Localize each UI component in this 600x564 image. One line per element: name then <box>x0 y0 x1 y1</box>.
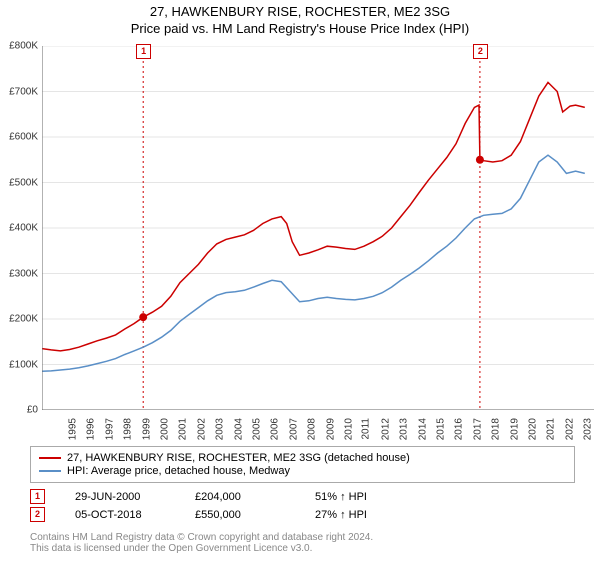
page-title-address: 27, HAWKENBURY RISE, ROCHESTER, ME2 3SG <box>0 4 600 19</box>
legend-text: HPI: Average price, detached house, Medw… <box>67 465 290 477</box>
y-axis-label: £600K <box>9 132 38 143</box>
x-axis-label: 1997 <box>104 418 115 440</box>
x-axis-label: 2011 <box>361 418 372 440</box>
footer-line1: Contains HM Land Registry data © Crown c… <box>30 532 373 543</box>
transaction-diff: 27% ↑ HPI <box>315 509 405 521</box>
legend-row: HPI: Average price, detached house, Medw… <box>39 465 566 477</box>
footer-attribution: Contains HM Land Registry data © Crown c… <box>30 532 373 554</box>
x-axis-label: 2018 <box>490 418 501 440</box>
transaction-marker: 2 <box>30 507 45 522</box>
x-axis-label: 2019 <box>509 418 520 440</box>
transaction-row: 2 05-OCT-2018 £550,000 27% ↑ HPI <box>30 507 405 522</box>
x-axis-label: 2021 <box>546 418 557 440</box>
chart-marker-2: 2 <box>473 44 488 59</box>
x-axis-label: 2022 <box>564 418 575 440</box>
x-axis-label: 1999 <box>141 418 152 440</box>
transaction-row: 1 29-JUN-2000 £204,000 51% ↑ HPI <box>30 489 405 504</box>
x-axis-label: 2000 <box>159 418 170 440</box>
legend-swatch <box>39 457 61 459</box>
x-axis-label: 2002 <box>196 418 207 440</box>
x-axis-label: 2009 <box>325 418 336 440</box>
x-axis-label: 2003 <box>214 418 225 440</box>
transaction-diff: 51% ↑ HPI <box>315 491 405 503</box>
y-axis-label: £800K <box>9 41 38 52</box>
transaction-date: 05-OCT-2018 <box>75 509 165 521</box>
y-axis-label: £400K <box>9 223 38 234</box>
x-axis-label: 2001 <box>178 418 189 440</box>
y-axis-label: £0 <box>27 405 38 416</box>
x-axis-label: 2006 <box>270 418 281 440</box>
footer-line2: This data is licensed under the Open Gov… <box>30 543 373 554</box>
x-axis-label: 2012 <box>380 418 391 440</box>
x-axis-label: 1995 <box>67 418 78 440</box>
chart-canvas <box>42 46 594 410</box>
y-axis-label: £500K <box>9 177 38 188</box>
x-axis-label: 2008 <box>306 418 317 440</box>
transactions-table: 1 29-JUN-2000 £204,000 51% ↑ HPI 2 05-OCT-201… <box>30 486 405 525</box>
x-axis-label: 2007 <box>288 418 299 440</box>
y-axis-label: £100K <box>9 359 38 370</box>
page-subtitle: Price paid vs. HM Land Registry's House … <box>0 21 600 36</box>
chart-marker-1: 1 <box>136 44 151 59</box>
y-axis-label: £200K <box>9 314 38 325</box>
y-axis-label: £700K <box>9 86 38 97</box>
x-axis-label: 2023 <box>582 418 593 440</box>
x-axis-label: 2004 <box>233 418 244 440</box>
x-axis-label: 2016 <box>454 418 465 440</box>
transaction-marker: 1 <box>30 489 45 504</box>
transaction-price: £204,000 <box>195 491 285 503</box>
x-axis-label: 2020 <box>527 418 538 440</box>
legend-text: 27, HAWKENBURY RISE, ROCHESTER, ME2 3SG … <box>67 452 410 464</box>
legend-row: 27, HAWKENBURY RISE, ROCHESTER, ME2 3SG … <box>39 452 566 464</box>
legend-swatch <box>39 470 61 472</box>
x-axis-label: 2005 <box>251 418 262 440</box>
x-axis-label: 2014 <box>417 418 428 440</box>
price-chart: £0£100K£200K£300K£400K£500K£600K£700K£80… <box>42 46 594 410</box>
transaction-date: 29-JUN-2000 <box>75 491 165 503</box>
y-axis-label: £300K <box>9 268 38 279</box>
x-axis-label: 1998 <box>122 418 133 440</box>
legend: 27, HAWKENBURY RISE, ROCHESTER, ME2 3SG … <box>30 446 575 483</box>
x-axis-label: 2010 <box>343 418 354 440</box>
x-axis-label: 2013 <box>398 418 409 440</box>
x-axis-label: 2017 <box>472 418 483 440</box>
x-axis-label: 1996 <box>86 418 97 440</box>
transaction-price: £550,000 <box>195 509 285 521</box>
x-axis-label: 2015 <box>435 418 446 440</box>
